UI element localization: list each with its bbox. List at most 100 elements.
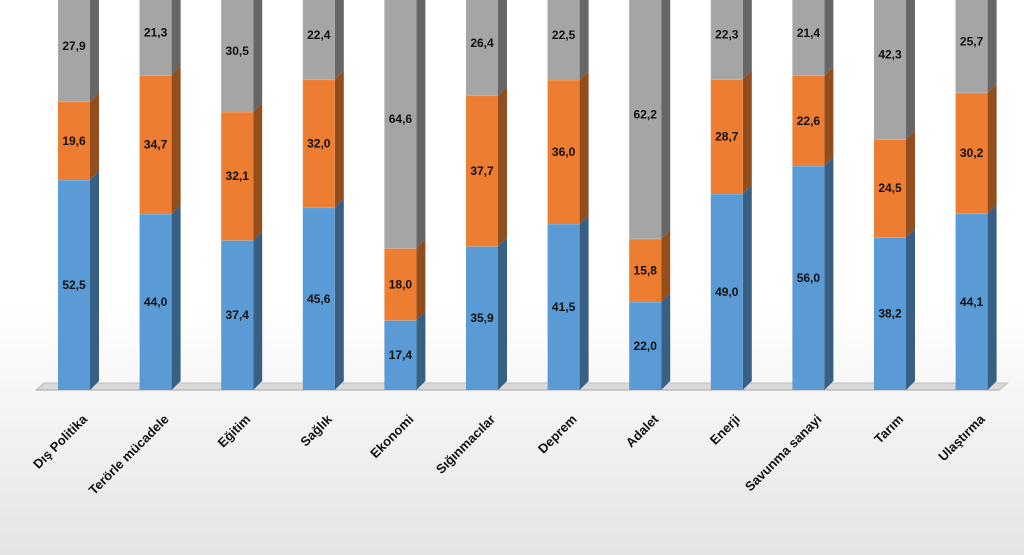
data-label-s2-8: 15,8	[634, 263, 658, 277]
bar-side-s2-2	[171, 66, 181, 214]
data-label-s2-12: 30,2	[960, 146, 984, 160]
category-label-4: Sağlık	[297, 411, 335, 449]
data-label-s1-3: 37,4	[226, 308, 250, 322]
bar-side-s2-6	[498, 86, 507, 247]
data-label-s2-7: 36,0	[552, 145, 576, 159]
bar-side-s2-5	[416, 239, 426, 321]
bar-side-s3-9	[742, 0, 752, 80]
data-label-s3-7: 22,5	[552, 28, 576, 42]
data-label-s2-10: 22,6	[797, 114, 821, 128]
data-label-s1-9: 49,0	[715, 285, 739, 299]
bar-s1-7	[547, 224, 580, 390]
data-label-s3-3: 30,5	[226, 44, 250, 58]
bar-side-s3-6	[498, 0, 507, 96]
data-label-s3-12: 25,7	[960, 34, 984, 48]
bar-side-s3-3	[253, 0, 263, 112]
bar-s1-12	[955, 213, 988, 390]
category-label-5: Ekonomi	[367, 412, 416, 461]
data-label-s3-2: 21,3	[144, 26, 168, 40]
bar-side-s1-1	[90, 171, 99, 390]
bar-side-s3-2	[171, 0, 181, 76]
bar-s2-12	[955, 92, 988, 214]
bar-s2-10	[792, 75, 825, 166]
bar-side-s1-9	[742, 185, 752, 390]
category-label-10: Savunma sanayi	[742, 412, 825, 495]
bar-side-s3-7	[579, 0, 589, 80]
bar-s2-9	[710, 79, 743, 194]
bar-side-s2-10	[824, 66, 834, 166]
bar-side-s2-9	[742, 70, 752, 194]
bar-s3-3	[221, 0, 254, 112]
bar-side-s2-7	[579, 71, 589, 224]
bar-s2-1	[58, 101, 90, 180]
bar-s1-2	[139, 214, 172, 390]
bar-s1-4	[302, 207, 335, 390]
bar-side-s3-4	[334, 0, 344, 80]
category-label-6: Sığınmacılar	[433, 412, 498, 477]
bar-side-s1-4	[334, 198, 344, 390]
bar-side-s1-6	[498, 237, 507, 390]
bar-s3-7	[547, 0, 580, 80]
bar-side-s3-12	[987, 0, 997, 93]
bar-side-s2-11	[906, 130, 915, 238]
bar-s3-2	[139, 0, 172, 76]
data-label-s1-1: 52,5	[62, 278, 86, 292]
bar-side-s1-3	[253, 231, 263, 390]
bar-s3-5	[384, 0, 417, 249]
data-label-s1-10: 56,0	[797, 271, 821, 285]
bar-side-s2-4	[334, 70, 344, 208]
data-label-s3-4: 22,4	[307, 28, 331, 42]
bar-s1-9	[710, 194, 743, 390]
data-label-s2-3: 32,1	[226, 169, 250, 183]
bar-side-s1-5	[416, 311, 426, 390]
bar-side-s3-11	[906, 0, 915, 140]
bar-side-s1-10	[824, 157, 834, 390]
bar-s2-11	[874, 139, 906, 238]
data-label-s1-2: 44,0	[144, 295, 168, 309]
category-label-3: Eğitim	[215, 412, 254, 451]
bar-side-s1-11	[906, 228, 915, 390]
bar-side-s1-8	[661, 293, 671, 390]
data-label-s3-11: 42,3	[878, 48, 902, 62]
bar-s3-4	[302, 0, 335, 80]
data-label-s2-6: 37,7	[470, 164, 494, 178]
bar-s3-11	[874, 0, 906, 140]
data-label-s2-4: 32,0	[307, 137, 331, 151]
data-label-s3-9: 22,3	[715, 28, 739, 42]
bar-s1-8	[629, 302, 662, 390]
bar-side-s1-12	[987, 204, 997, 390]
bar-s1-3	[221, 240, 254, 390]
bar-s2-5	[384, 248, 417, 321]
chart-floor	[34, 382, 1009, 391]
category-label-7: Deprem	[535, 412, 580, 457]
bar-s2-4	[302, 79, 335, 208]
data-label-s1-7: 41,5	[552, 300, 576, 314]
bar-s2-7	[547, 80, 580, 224]
bar-s3-8	[629, 0, 662, 239]
bar-side-s3-1	[90, 0, 99, 102]
category-label-1: Dış Politika	[30, 411, 91, 472]
bar-side-s2-8	[661, 229, 671, 302]
bar-s2-8	[629, 238, 662, 302]
bar-s3-6	[466, 0, 498, 96]
data-label-s1-12: 44,1	[960, 295, 984, 309]
bar-s3-12	[955, 0, 988, 93]
category-label-2: Terörle mücadele	[86, 412, 172, 498]
data-label-s3-5: 64,6	[389, 112, 413, 126]
bar-s2-3	[221, 112, 254, 241]
category-label-8: Adalet	[623, 411, 662, 450]
bar-s1-5	[384, 320, 417, 390]
data-label-s3-8: 62,2	[634, 107, 658, 121]
data-label-s3-1: 27,9	[62, 39, 86, 53]
bar-s1-10	[792, 166, 825, 390]
bar-side-s3-5	[416, 0, 426, 249]
bar-side-s2-3	[253, 103, 263, 241]
data-label-s2-5: 18,0	[389, 277, 413, 291]
data-label-s1-11: 38,2	[878, 307, 902, 321]
data-label-s2-9: 28,7	[715, 130, 739, 144]
bar-s2-6	[466, 95, 498, 247]
data-label-s3-6: 26,4	[470, 36, 494, 50]
data-label-s2-1: 19,6	[62, 134, 86, 148]
